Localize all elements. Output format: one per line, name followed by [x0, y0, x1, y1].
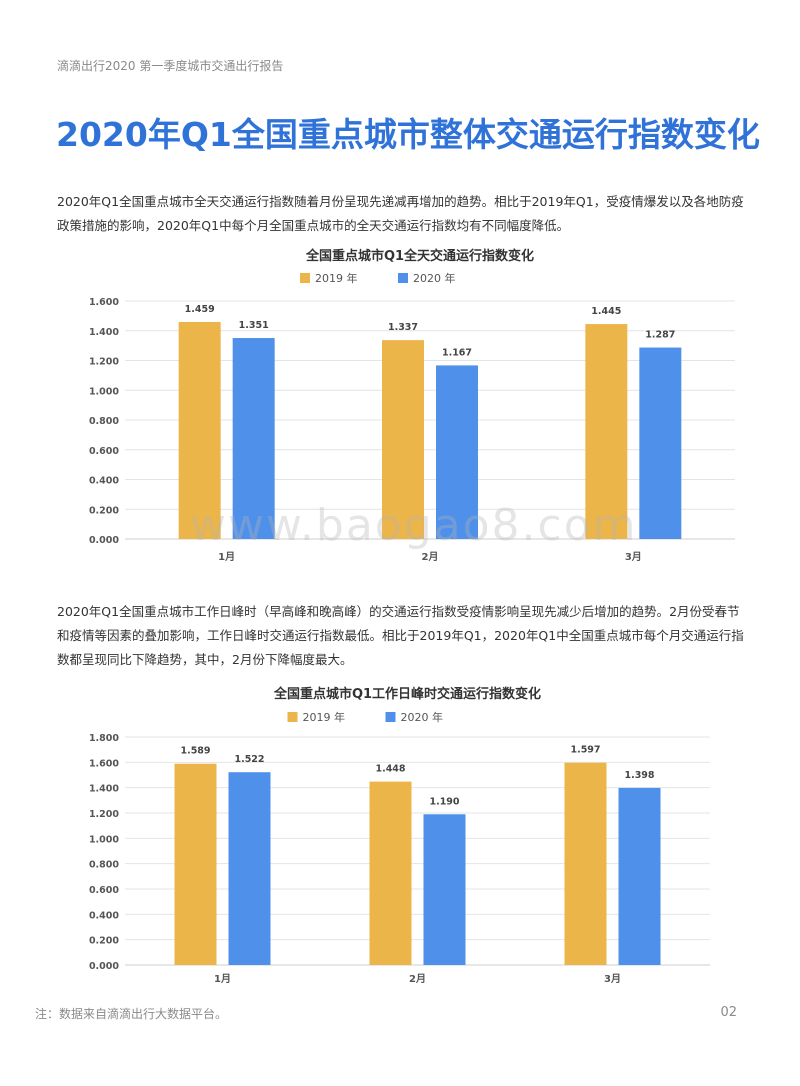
chart-all-day: 全国重点城市Q1全天交通运行指数变化 2019 年 2020 年 0.000 0.200…	[40, 240, 760, 570]
y-tick-label: 0.400	[89, 910, 119, 921]
legend-swatch	[287, 712, 298, 722]
bar	[618, 787, 661, 965]
data-label: 1.351	[239, 320, 269, 331]
x-tick-label: 2月	[422, 551, 439, 563]
page-number: 02	[720, 1005, 737, 1020]
paragraph-2: 2020年Q1全国重点城市工作日峰时（早高峰和晚高峰）的交通运行指数受疫情影响呈…	[57, 604, 744, 667]
x-tick-label: 3月	[625, 551, 642, 563]
y-tick-label: 1.200	[89, 809, 119, 820]
footnote: 注：数据来自滴滴出行大数据平台。	[35, 1007, 228, 1021]
data-label: 1.589	[180, 746, 210, 757]
watermark: www.baogao8.com	[190, 500, 638, 551]
y-tick-label: 0.600	[89, 885, 119, 896]
paragraph-1: 2020年Q1全国重点城市全天交通运行指数随着月份呈现先递减再增加的趋势。相比于…	[57, 194, 744, 233]
y-tick-label: 0.200	[89, 505, 119, 516]
chart-all-day-svg: 全国重点城市Q1全天交通运行指数变化 2019 年 2020 年 0.000 0.200…	[89, 248, 735, 563]
data-label: 1.337	[388, 322, 418, 333]
page-title: 2020年Q1全国重点城市整体交通运行指数变化	[56, 115, 760, 154]
bar	[585, 324, 628, 539]
x-tick-label: 1月	[218, 551, 235, 563]
legend-swatch	[398, 273, 408, 283]
bar	[639, 347, 682, 539]
bar	[436, 365, 478, 539]
y-tick-label: 1.400	[89, 327, 119, 338]
y-tick-label: 0.800	[89, 416, 119, 427]
data-label: 1.448	[375, 764, 405, 775]
bar	[564, 762, 607, 965]
legend-label: 2020 年	[413, 271, 456, 285]
data-label: 1.190	[429, 796, 459, 807]
legend-swatch	[385, 712, 396, 722]
legend-label: 2019 年	[303, 710, 346, 724]
data-label: 1.522	[234, 754, 264, 765]
chart-title: 全国重点城市Q1全天交通运行指数变化	[305, 248, 534, 264]
y-tick-label: 1.400	[89, 784, 119, 795]
y-tick-label: 0.000	[89, 535, 119, 546]
data-label: 1.398	[624, 770, 654, 781]
x-tick-label: 2月	[409, 973, 426, 985]
y-tick-label: 0.200	[89, 936, 119, 947]
legend-label: 2019 年	[315, 271, 358, 285]
bar	[423, 814, 466, 965]
chart-peak-hours: 全国重点城市Q1工作日峰时交通运行指数变化 2019 年 2020 年 0.000 0.…	[40, 680, 760, 990]
bar	[228, 772, 271, 965]
legend-label: 2020 年	[401, 710, 444, 724]
x-tick-label: 1月	[214, 973, 231, 985]
y-tick-label: 1.000	[89, 386, 119, 397]
y-tick-label: 1.600	[89, 758, 119, 769]
chart-peak-hours-svg: 全国重点城市Q1工作日峰时交通运行指数变化 2019 年 2020 年 0.000 0.…	[89, 686, 710, 985]
y-tick-label: 0.400	[89, 476, 119, 487]
y-tick-label: 1.000	[89, 834, 119, 845]
legend-swatch	[300, 273, 310, 283]
y-tick-label: 1.200	[89, 357, 119, 368]
report-header: 滴滴出行2020 第一季度城市交通出行报告	[57, 59, 284, 73]
data-label: 1.597	[570, 745, 600, 756]
data-label: 1.287	[645, 330, 675, 341]
x-tick-label: 3月	[604, 973, 621, 985]
chart-title: 全国重点城市Q1工作日峰时交通运行指数变化	[273, 686, 541, 702]
data-label: 1.167	[442, 347, 472, 358]
data-label: 1.445	[591, 306, 621, 317]
bar	[382, 340, 424, 539]
y-tick-label: 1.600	[89, 297, 119, 308]
bar	[232, 338, 275, 539]
data-label: 1.459	[185, 304, 215, 315]
y-tick-label: 0.800	[89, 860, 119, 871]
y-tick-label: 0.000	[89, 961, 119, 972]
bar	[178, 321, 221, 539]
bar	[369, 781, 412, 965]
bar	[174, 763, 217, 965]
y-tick-label: 0.600	[89, 446, 119, 457]
y-tick-label: 1.800	[89, 733, 119, 744]
